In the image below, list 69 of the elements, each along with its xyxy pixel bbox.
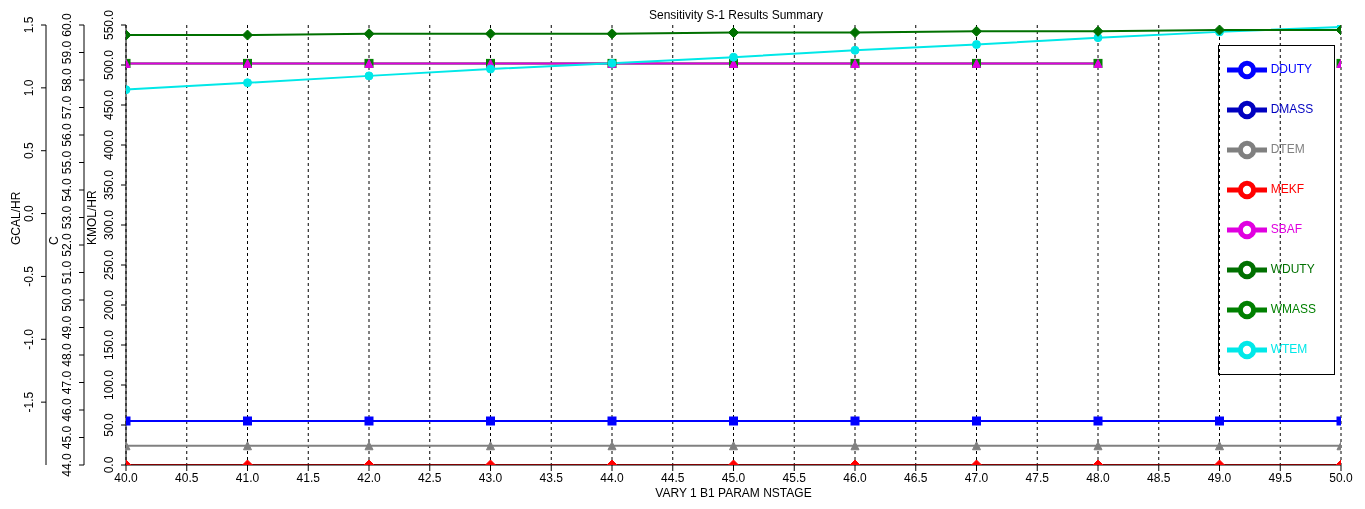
y2-tick-label: 45.0	[60, 425, 74, 450]
y-tick-label: 300.0	[102, 209, 116, 241]
x-tick-label: 40.0	[114, 470, 138, 485]
x-tick-label: 44.5	[661, 470, 685, 485]
x-tick-label: 47.5	[1025, 470, 1050, 485]
y2-tick-label: 54.0	[60, 178, 74, 202]
x-tick-label: 46.5	[904, 470, 928, 485]
x-tick-label: 45.0	[721, 470, 746, 485]
legend-label: WTEM	[1270, 342, 1308, 357]
y2-tick-label: 46.0	[60, 398, 74, 422]
x-tick-label: 41.5	[296, 470, 321, 485]
x-tick-label: 49.0	[1207, 470, 1232, 485]
x-tick-label: 48.0	[1086, 470, 1110, 485]
y2-tick-label: 60.0	[60, 13, 74, 37]
chart-title: Sensitivity S-1 Results Summary	[647, 8, 824, 22]
y-tick-label: 150.0	[102, 329, 116, 361]
y-tick-label: 450.0	[102, 89, 116, 121]
y-tick-label: 400.0	[102, 129, 116, 161]
x-tick-label: 40.5	[175, 470, 199, 485]
y2-tick-label: 47.0	[60, 370, 74, 395]
y-tick-label: 200.0	[102, 289, 116, 321]
legend-label: MEKF	[1270, 182, 1304, 197]
y-tick-label: 350.0	[102, 169, 116, 201]
x-tick-label: 44.0	[600, 470, 624, 485]
y-tick-label: 100.0	[102, 369, 116, 401]
x-tick-label: 48.5	[1147, 470, 1171, 485]
legend-label: WDUTY	[1270, 262, 1315, 277]
y2-tick-label: 50.0	[60, 288, 74, 312]
y2-tick-label: 58.0	[60, 68, 74, 92]
x-tick-label: 50.0	[1329, 470, 1353, 485]
y2-tick-label: 57.0	[60, 95, 74, 120]
x-tick-label: 42.0	[357, 470, 381, 485]
y3-tick-label: -1.5	[22, 391, 36, 413]
y2-tick-label: 51.0	[60, 260, 74, 285]
legend-label: WMASS	[1270, 302, 1316, 317]
y2-axis-title: C	[47, 236, 62, 245]
x-axis-title: VARY 1 B1 PARAM NSTAGE	[655, 486, 812, 500]
y-axis-title: KMOL/HR	[85, 189, 100, 245]
y-tick-label: 0.0	[102, 456, 116, 474]
x-tick-label: 43.0	[478, 470, 503, 485]
y3-tick-label: 1.0	[22, 79, 36, 97]
y3-tick-label: 1.5	[22, 16, 36, 34]
y-tick-label: 250.0	[102, 249, 116, 281]
x-tick-label: 41.0	[235, 470, 260, 485]
y3-tick-label: -1.0	[22, 328, 36, 350]
legend-label: DTEM	[1270, 142, 1305, 157]
legend-label: DDUTY	[1270, 62, 1312, 77]
x-tick-label: 43.5	[539, 470, 564, 485]
y2-tick-label: 59.0	[60, 40, 74, 65]
y-tick-label: 550.0	[102, 9, 116, 41]
x-tick-label: 49.5	[1268, 470, 1293, 485]
y3-tick-label: 0.0	[22, 204, 36, 222]
y2-tick-label: 52.0	[60, 233, 74, 257]
y3-axis-title: GCAL/HR	[9, 191, 24, 245]
y2-tick-label: 56.0	[60, 123, 74, 147]
y-tick-label: 50.0	[102, 413, 116, 437]
x-tick-label: 46.0	[843, 470, 867, 485]
y2-tick-label: 53.0	[60, 205, 74, 230]
legend-label: DMASS	[1270, 102, 1314, 117]
legend-label: SBAF	[1270, 222, 1302, 237]
x-tick-label: 42.5	[418, 470, 442, 485]
y-tick-label: 500.0	[102, 49, 116, 81]
y3-tick-label: -0.5	[22, 265, 36, 287]
y3-tick-label: 0.5	[22, 142, 36, 160]
y2-tick-label: 49.0	[60, 315, 74, 340]
y2-tick-label: 48.0	[60, 343, 74, 367]
x-tick-label: 45.5	[782, 470, 807, 485]
x-tick-label: 47.0	[964, 470, 989, 485]
y2-tick-label: 55.0	[60, 150, 74, 175]
